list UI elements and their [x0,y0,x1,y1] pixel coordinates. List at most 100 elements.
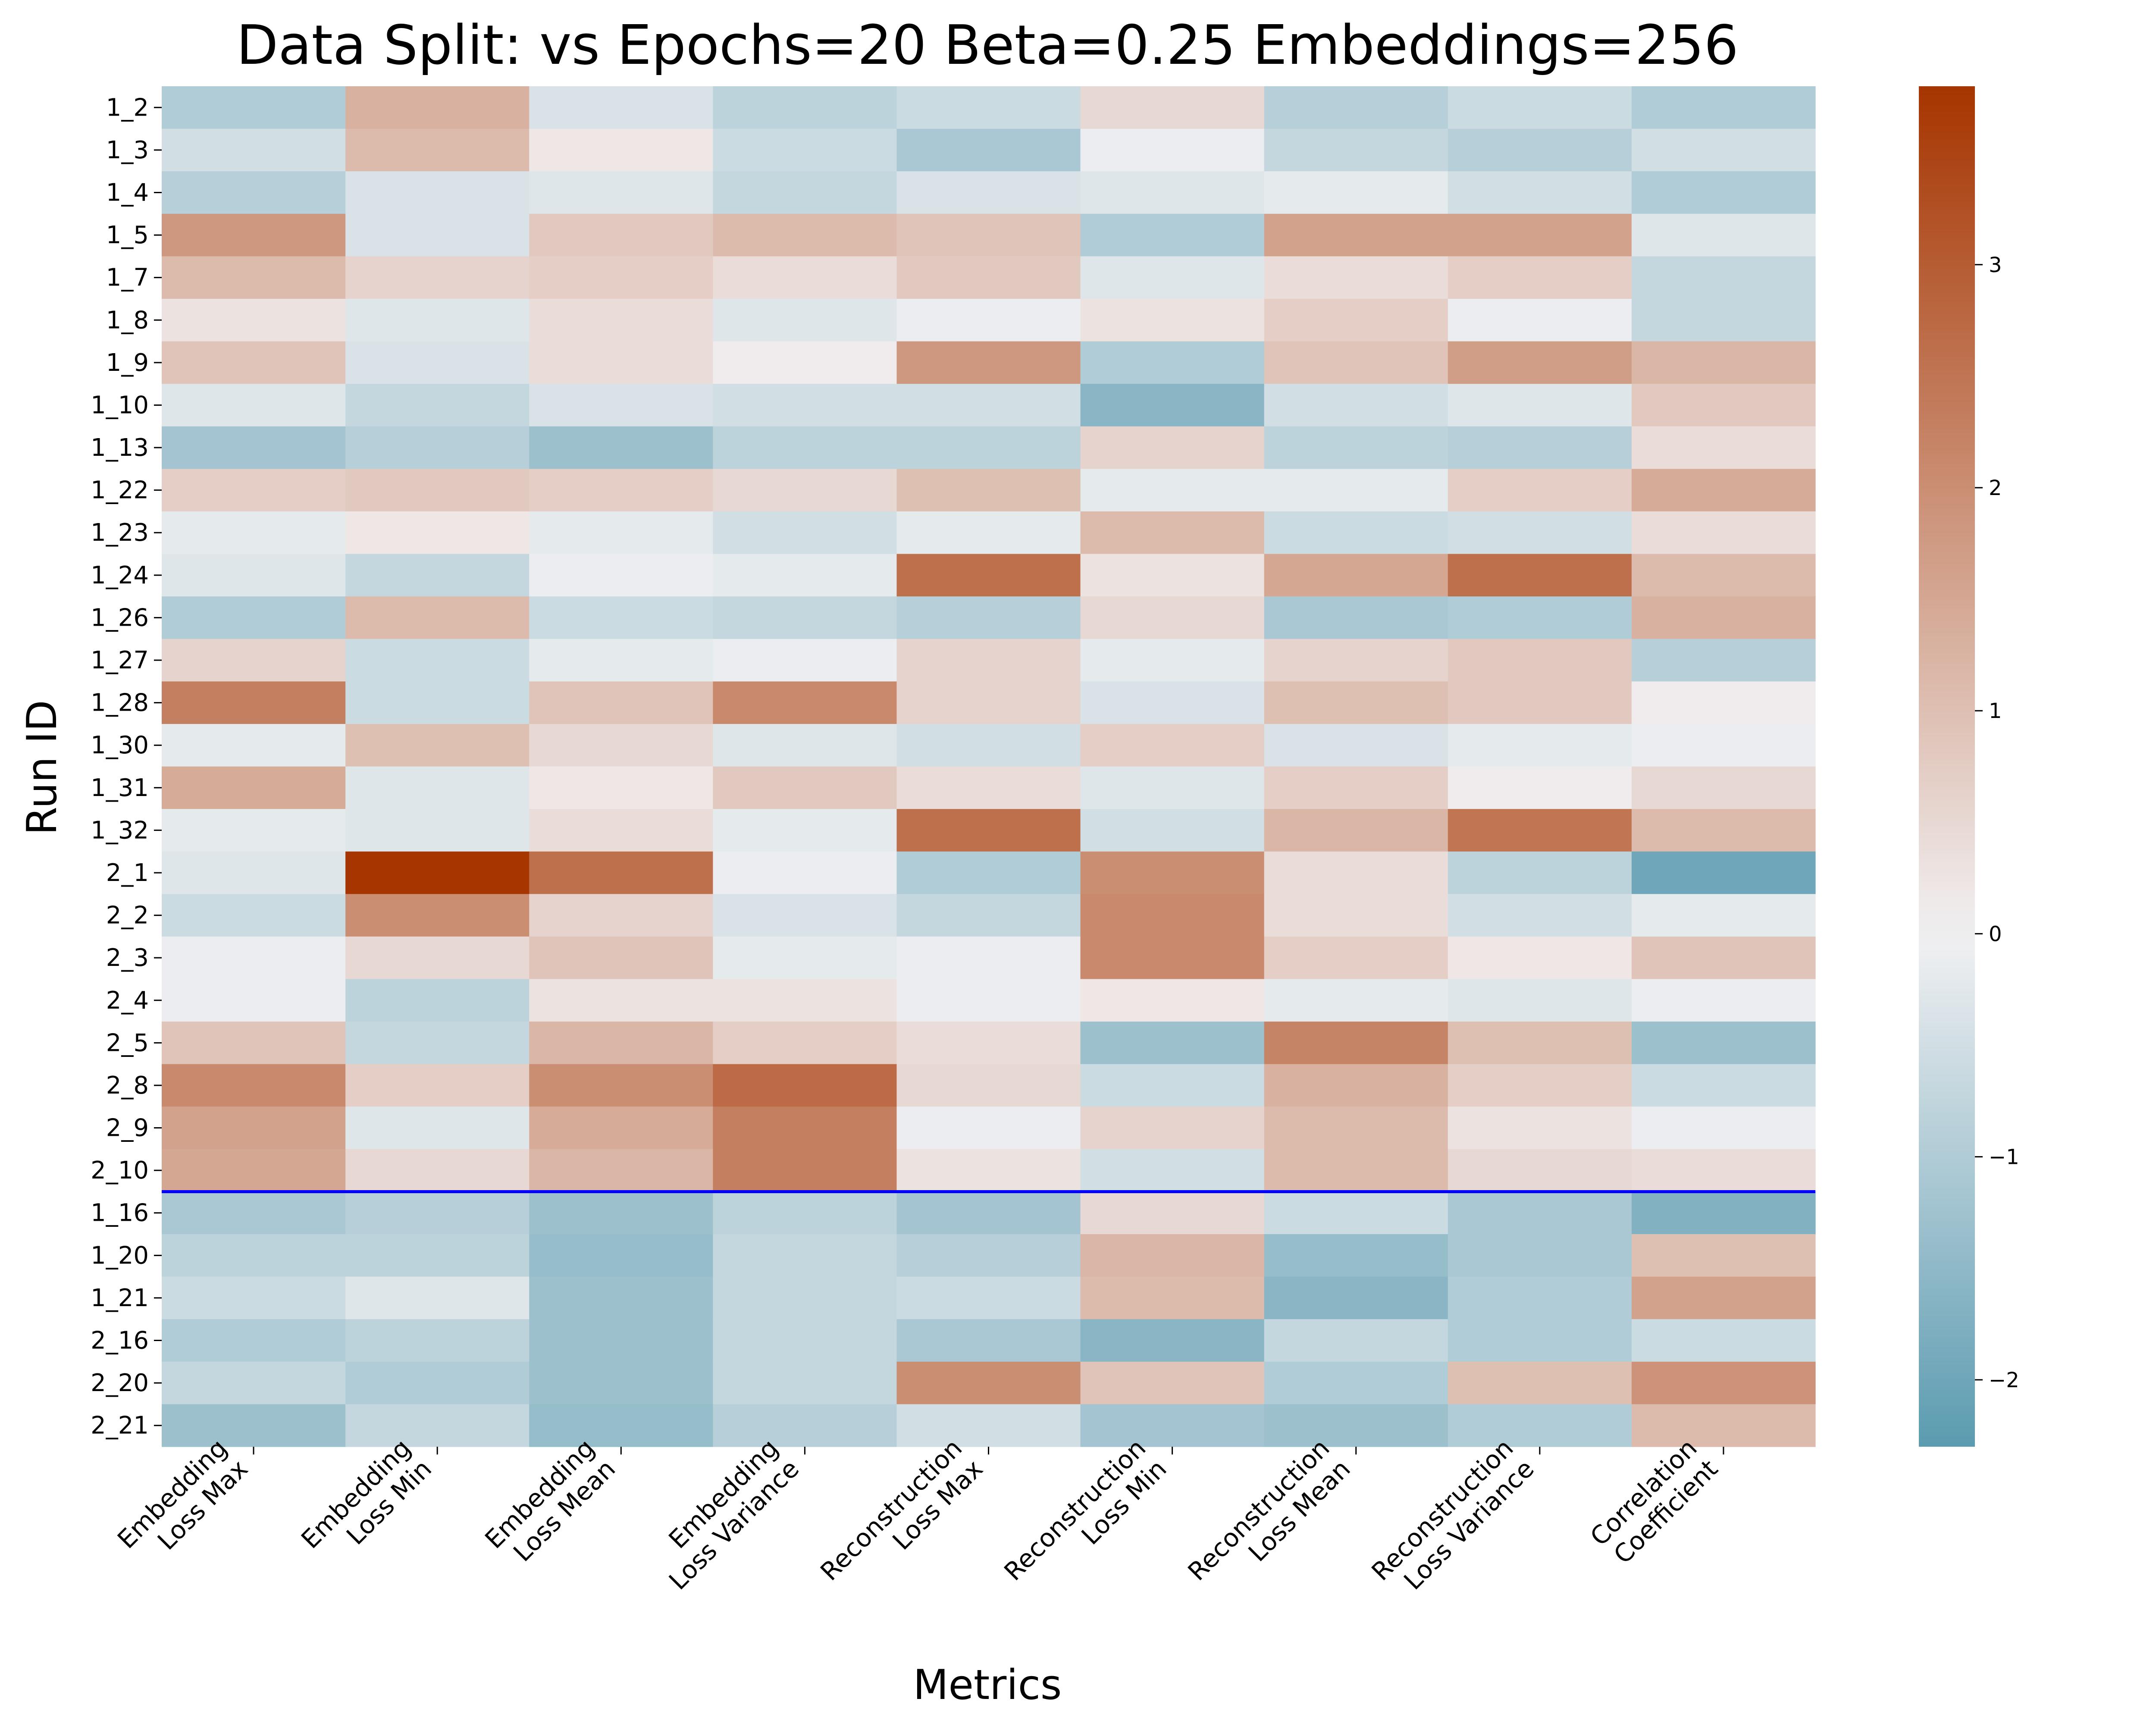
heatmap-cell [1631,1404,1816,1447]
heatmap-cell [1080,979,1265,1022]
heatmap-cell [1448,936,1632,980]
heatmap-cell [1264,1022,1448,1065]
heatmap-cell [162,1234,346,1277]
colorbar-tick-label: −2 [1989,1368,2019,1392]
heatmap-cell [896,851,1081,894]
heatmap-cell [1080,511,1265,555]
heatmap-cell [162,639,346,682]
heatmap-cell [1080,469,1265,512]
x-axis-label: Metrics [913,1661,1062,1709]
y-tick-label: 1_2 [106,94,149,122]
heatmap-cell [345,298,530,342]
heatmap-cell [896,511,1081,555]
y-tick-label: 2_1 [106,859,149,887]
heatmap-cell [1631,936,1816,980]
heatmap-cell [1264,86,1448,129]
heatmap-cell [1448,298,1632,342]
heatmap-cell [1448,1191,1632,1235]
heatmap-cell [1448,554,1632,597]
heatmap-cell [713,426,897,469]
x-tick-label: EmbeddingLoss Min [295,1433,437,1575]
heatmap-cell [1080,86,1265,129]
heatmap-cell [1080,639,1265,682]
heatmap-cell [162,213,346,257]
heatmap-cell [896,469,1081,512]
heatmap-cell [1080,171,1265,214]
y-tick-label: 1_31 [91,774,149,802]
heatmap-cell [1631,426,1816,469]
y-tick-label: 1_4 [106,179,149,207]
heatmap-cell [162,171,346,214]
y-tick-label: 2_3 [106,944,149,972]
heatmap-cells [162,86,1816,1447]
heatmap-cell [1080,1191,1265,1235]
heatmap-cell [529,979,713,1022]
heatmap-cell [713,1064,897,1107]
heatmap-cell [1448,851,1632,894]
heatmap-cell [529,384,713,427]
heatmap-cell [1264,894,1448,937]
heatmap-cell [529,1234,713,1277]
heatmap-cell [345,1361,530,1405]
x-tick-labels: EmbeddingLoss Max EmbeddingLoss Min Embedd… [112,1433,1724,1595]
heatmap-cell [713,1234,897,1277]
heatmap-cell [162,554,346,597]
heatmap-cell [1448,426,1632,469]
heatmap-cell [1264,426,1448,469]
heatmap-cell [345,1319,530,1362]
heatmap-cell [1631,171,1816,214]
heatmap-cell [1631,1022,1816,1065]
y-tick-label: 1_24 [91,561,149,589]
heatmap-cell [1631,511,1816,555]
x-tick-label: EmbeddingLoss Max [112,1433,254,1575]
heatmap-cell [345,979,530,1022]
heatmap-cell [896,341,1081,384]
heatmap-cell [529,851,713,894]
heatmap-cell [529,171,713,214]
heatmap-cell [162,469,346,512]
heatmap-cell [1080,936,1265,980]
heatmap-cell [1080,681,1265,724]
heatmap-cell [1631,1319,1816,1362]
heatmap-cell [529,469,713,512]
heatmap-cell [1080,894,1265,937]
heatmap-cell [529,1106,713,1150]
y-tick-label: 1_27 [91,646,149,674]
heatmap-cell [162,86,346,129]
heatmap-cell [345,554,530,597]
heatmap-cell [529,554,713,597]
y-tick-label: 2_2 [106,902,149,930]
heatmap-cell [345,1191,530,1235]
heatmap-cell [1264,256,1448,299]
heatmap-cell [1631,596,1816,639]
heatmap-cell [713,766,897,809]
heatmap-cell [713,979,897,1022]
heatmap-cell [1264,1404,1448,1447]
y-tick-label: 2_10 [91,1157,149,1185]
heatmap-cell [345,341,530,384]
heatmap-cell [162,129,346,172]
heatmap-cell [1448,1361,1632,1405]
heatmap-cell [162,936,346,980]
heatmap-cell [529,341,713,384]
heatmap-cell [713,554,897,597]
heatmap-cell [1631,213,1816,257]
heatmap-cell [713,1106,897,1150]
heatmap-cell [162,724,346,767]
y-tick-label: 2_9 [106,1114,149,1142]
heatmap-cell [1080,1361,1265,1405]
heatmap-cell [529,1319,713,1362]
heatmap-cell [896,639,1081,682]
heatmap-cell [1264,979,1448,1022]
heatmap-cell [345,851,530,894]
x-tick-label: EmbeddingLoss Variance [642,1433,805,1595]
heatmap-cell [162,894,346,937]
colorbar-gradient [1919,86,1975,1447]
heatmap-cell [345,681,530,724]
y-tick-label: 1_20 [91,1241,149,1269]
heatmap-cell [345,1106,530,1150]
heatmap-cell [1631,766,1816,809]
heatmap-cell [1264,809,1448,852]
heatmap-cell [162,1191,346,1235]
heatmap-cell [1631,129,1816,172]
